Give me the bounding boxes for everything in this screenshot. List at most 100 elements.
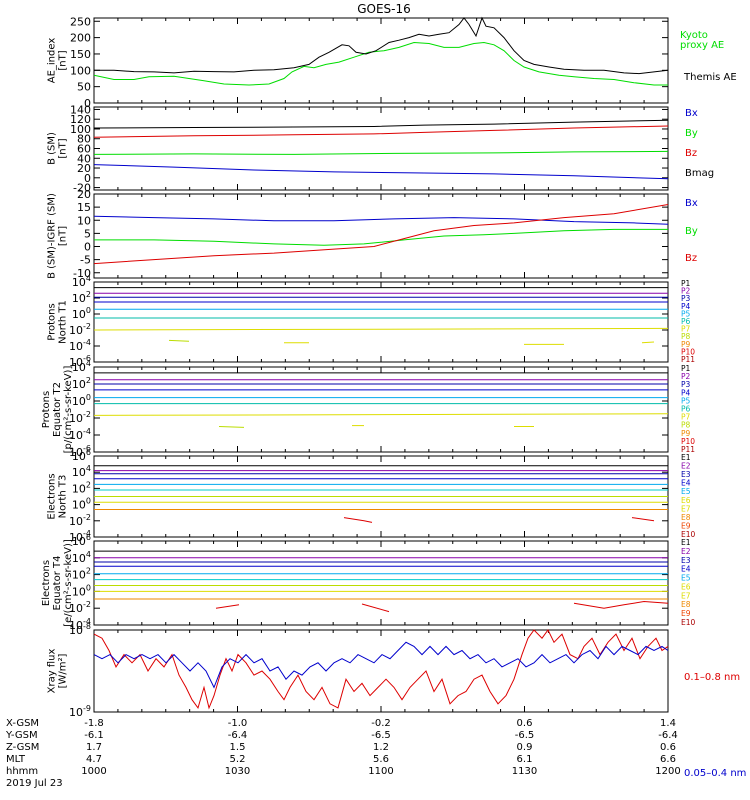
orbit-row-label: MLT [6, 754, 26, 765]
series-line-by [94, 228, 668, 246]
series-line-bx [93, 215, 669, 225]
legend-entry: E1 [681, 538, 691, 547]
orbit-value: 5.2 [230, 754, 246, 765]
orbit-value: -6.1 [84, 730, 104, 741]
y-axis-label: [nT] [58, 138, 69, 158]
y-tick-label: 0 [84, 241, 91, 254]
y-tick-label: 102 [72, 376, 91, 391]
y-tick-label: 106 [72, 448, 91, 463]
y-tick-label: 140 [70, 103, 91, 116]
y-tick-label: 104 [72, 359, 91, 374]
legend-entry: E2 [681, 462, 691, 471]
legend-entry: 0.1–0.8 nm [684, 672, 740, 683]
orbit-value: 1030 [225, 766, 250, 777]
y-tick-label: 100 [72, 393, 91, 408]
y-tick-label: 10-4 [69, 338, 91, 353]
y-tick-label: 106 [72, 533, 91, 548]
legend-entry: E8 [681, 600, 691, 609]
legend-entry: P8 [681, 332, 691, 341]
series-line-by [93, 150, 669, 155]
legend-entry: E4 [681, 565, 691, 574]
legend-entry: P9 [681, 429, 691, 438]
y-tick-label: 10-4 [69, 427, 91, 442]
y-axis-label: B (SM)-IGRF (SM) [47, 193, 58, 279]
legend-entry: P5 [681, 396, 691, 405]
orbit-value: 1.2 [373, 742, 389, 753]
orbit-value: 5.6 [373, 754, 389, 765]
y-tick-label: 40 [77, 152, 91, 165]
y-tick-label: 100 [72, 497, 91, 512]
legend-entry: P2 [681, 287, 691, 296]
orbit-value: 1100 [368, 766, 393, 777]
y-tick-label: 10-4 [69, 529, 91, 544]
orbit-value: -1.8 [84, 718, 104, 729]
panel-frame [93, 540, 669, 626]
legend-entry: Bx [685, 108, 698, 119]
legend-entry: P3 [681, 380, 691, 389]
plot-title: GOES-16 [357, 2, 411, 16]
series-line-p8d [641, 341, 655, 344]
y-tick-label: 10-2 [69, 322, 91, 337]
series-line-e10b [361, 603, 390, 613]
panel-xray: 10-9 10-8 Xray flux [W/m²] 0.1–0.8 nm 0.05–0.… [47, 622, 747, 779]
y-tick-label: -5 [80, 254, 91, 267]
legend-entry: Kyoto [680, 30, 708, 41]
series-line-e10a [343, 517, 373, 523]
y-tick-label: -10 [73, 267, 91, 280]
series-line-p8 [218, 426, 245, 428]
orbit-value: 4.7 [86, 754, 102, 765]
orbit-value: 1.7 [86, 742, 102, 753]
y-tick-label: 20 [77, 162, 91, 175]
y-tick-label: 102 [72, 290, 91, 305]
orbit-value: 6.6 [660, 754, 676, 765]
legend-entry: P4 [681, 302, 691, 311]
y-tick-label: -20 [73, 182, 91, 195]
y-tick-label: 15 [77, 201, 91, 214]
legend-entry: E3 [681, 556, 691, 565]
legend-entry: E10 [681, 530, 696, 539]
legend-entry: E3 [681, 470, 691, 479]
legend-entry: P2 [681, 372, 691, 381]
y-axis-label: [nT] [58, 50, 69, 70]
legend-entry: E5 [681, 487, 691, 496]
y-tick-label: 120 [70, 113, 91, 126]
orbit-value: 0.9 [517, 742, 533, 753]
legend-entry: P6 [681, 317, 691, 326]
y-tick-label: 0 [84, 97, 91, 110]
y-tick-label: 100 [72, 583, 91, 598]
panel-frame [93, 281, 669, 363]
orbit-value: 1.5 [230, 742, 246, 753]
legend-entry: E6 [681, 582, 691, 591]
legend-entry: P10 [681, 347, 695, 356]
y-tick-label: 200 [70, 32, 91, 45]
y-tick-label: 102 [72, 567, 91, 582]
legend-entry: E7 [681, 504, 691, 513]
legend-entry: Bz [685, 253, 697, 264]
orbit-row-label: hhmm [6, 766, 38, 777]
y-tick-label: 5 [84, 227, 91, 240]
y-axis-label: AE_index [47, 38, 58, 84]
legend-entry: P1 [681, 279, 691, 288]
legend-entry: E4 [681, 479, 691, 488]
orbit-value: -6.4 [228, 730, 248, 741]
y-tick-label: 60 [77, 143, 91, 156]
legend-entry: P5 [681, 309, 691, 318]
y-tick-label: 10-4 [69, 617, 91, 632]
series-line-e10c [573, 600, 669, 609]
y-axis-label: Equator T2 [52, 382, 63, 437]
y-tick-label: 10-2 [69, 513, 91, 528]
legend-entry: proxy AE [680, 40, 724, 51]
y-tick-label: 80 [77, 133, 91, 146]
y-tick-label: 150 [70, 48, 91, 61]
series-line-0-05-0-4-nm [93, 641, 669, 689]
legend-entry: P1 [681, 364, 691, 373]
legend-entry: P9 [681, 340, 691, 349]
legend-entry: By [685, 226, 698, 237]
series-line-kyoto-proxy-ae [93, 41, 668, 86]
y-tick-label: 104 [72, 274, 91, 289]
